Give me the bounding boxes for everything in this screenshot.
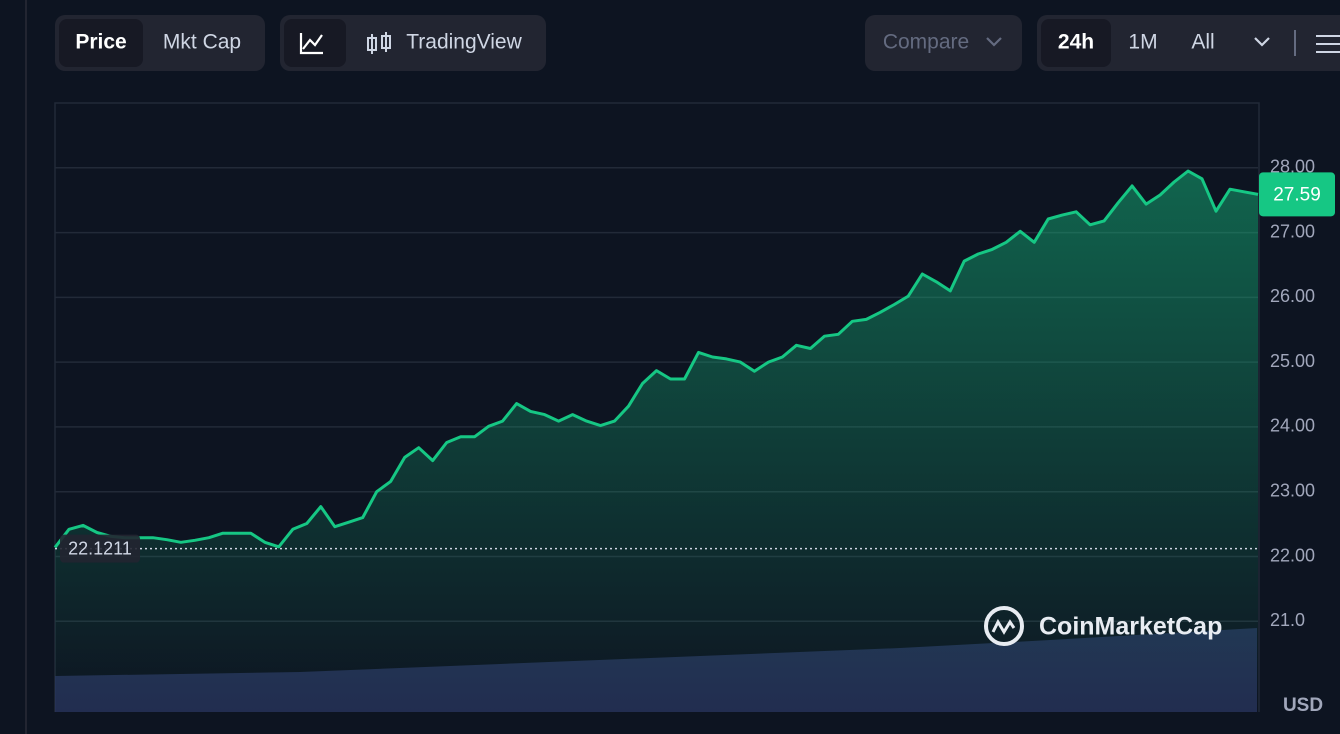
compare[interactable]: Compare <box>883 31 969 54</box>
chevron <box>986 37 1002 47</box>
y-tick-label: 25.00 <box>1270 351 1315 371</box>
y-tick-label: 27.00 <box>1270 221 1315 241</box>
mode-group <box>280 15 546 71</box>
tab-active[interactable] <box>59 19 143 67</box>
compare-btn[interactable] <box>865 15 1022 71</box>
tradingview[interactable]: TradingView <box>406 31 522 54</box>
y-tick-label: 22.00 <box>1270 545 1315 565</box>
y-tick-label: 23.00 <box>1270 480 1315 500</box>
range-24h[interactable]: 24h <box>1058 31 1094 54</box>
price-area <box>55 171 1258 712</box>
y-tick-label: 28.00 <box>1270 157 1315 177</box>
y-tick-label: 26.00 <box>1270 286 1315 306</box>
logo <box>984 606 1024 646</box>
settings-icon[interactable] <box>1316 35 1340 53</box>
range-group <box>1037 15 1340 71</box>
y-tick-label: 21.0 <box>1270 610 1305 630</box>
logo-mark <box>991 618 1016 635</box>
current-price-box <box>1259 172 1335 217</box>
range-all[interactable]: All <box>1191 31 1214 54</box>
chevron <box>1254 37 1270 47</box>
unit: USD <box>1283 695 1323 716</box>
plot-frame <box>54 102 1260 712</box>
tab-mktcap[interactable]: Mkt Cap <box>163 31 241 54</box>
line-mode[interactable] <box>284 19 346 67</box>
range-active[interactable] <box>1041 19 1111 67</box>
current-price-label: 27.59 <box>1273 184 1321 205</box>
candle-icon <box>367 32 391 54</box>
tab-price[interactable]: Price <box>75 31 126 54</box>
watermark: CoinMarketCap <box>1039 613 1222 641</box>
open-price-label: 22.1211 <box>68 538 132 558</box>
range-1m[interactable]: 1M <box>1128 31 1157 54</box>
line-icon <box>299 33 323 55</box>
open-price-box <box>60 534 140 563</box>
price-line <box>53 169 1259 549</box>
y-tick-label: 24.00 <box>1270 416 1315 436</box>
